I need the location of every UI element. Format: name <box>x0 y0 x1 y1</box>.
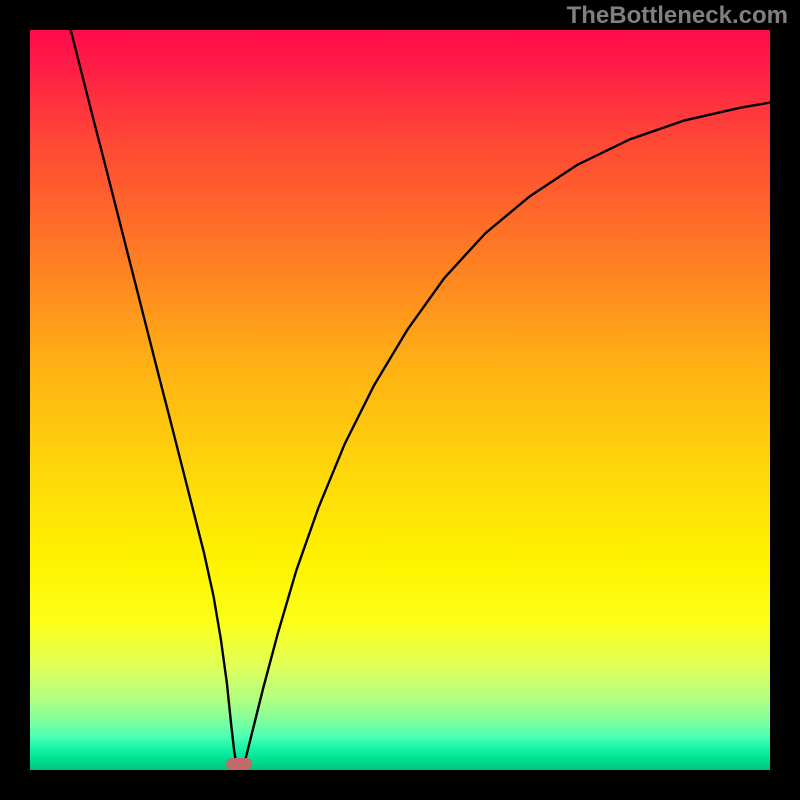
chart-container: TheBottleneck.com <box>0 0 800 800</box>
watermark-text: TheBottleneck.com <box>567 2 788 30</box>
plot-area <box>30 30 770 770</box>
minimum-marker <box>226 758 252 770</box>
bottleneck-curve <box>30 30 770 770</box>
